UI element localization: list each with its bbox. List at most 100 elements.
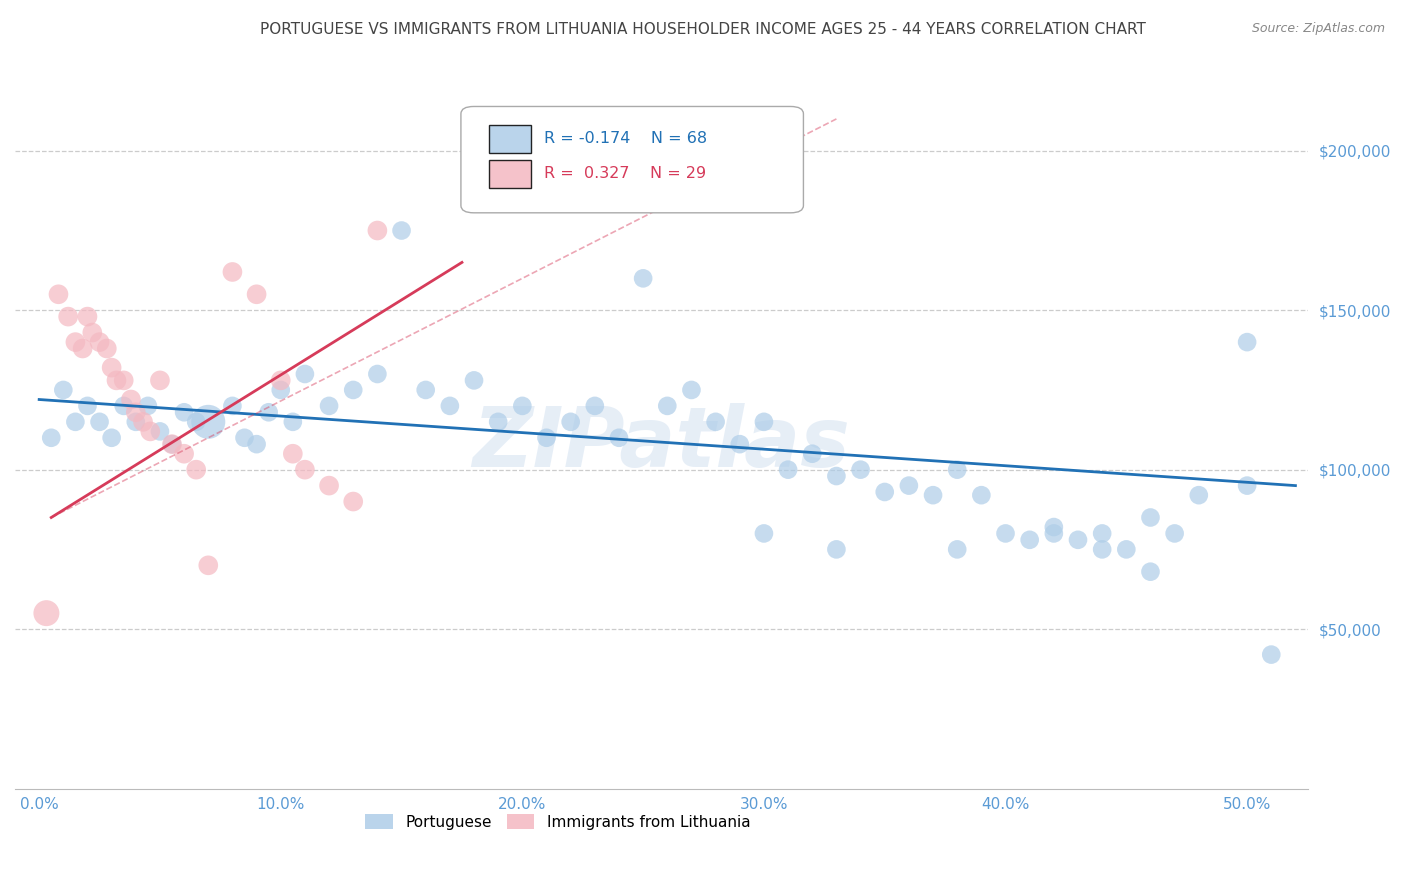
Point (825, 542, 848, 557)
Point (1115, 542, 1137, 557)
Legend: Portuguese, Immigrants from Lithuania: Portuguese, Immigrants from Lithuania (360, 808, 756, 836)
Point (657, 399, 679, 413)
Point (257, 405, 280, 419)
Point (607, 431, 630, 445)
Point (245, 287, 267, 301)
Point (233, 431, 256, 445)
Point (281, 415, 304, 429)
Point (160, 437, 183, 451)
Point (681, 383, 703, 397)
Point (245, 437, 267, 451)
Point (132, 415, 155, 429)
Point (897, 478, 920, 492)
Point (366, 367, 388, 381)
Point (946, 542, 969, 557)
Point (342, 494, 364, 508)
Point (136, 399, 159, 413)
Point (96, 342, 118, 356)
Point (486, 415, 509, 429)
Point (366, 223, 388, 237)
Point (65, 335, 87, 350)
Point (294, 367, 316, 381)
Point (318, 399, 340, 413)
Point (186, 415, 208, 429)
Point (415, 383, 437, 397)
Point (173, 405, 195, 419)
Text: R = -0.174    N = 68: R = -0.174 N = 68 (544, 131, 707, 146)
Point (439, 399, 461, 413)
Point (1236, 478, 1258, 492)
Point (463, 373, 485, 387)
Point (922, 488, 945, 502)
Point (801, 447, 824, 461)
Point (52, 383, 75, 397)
Point (1043, 526, 1066, 541)
Point (1091, 526, 1114, 541)
Point (778, 463, 800, 477)
Point (65, 415, 87, 429)
Point (1260, 648, 1282, 662)
Point (849, 463, 872, 477)
Point (139, 425, 162, 439)
FancyBboxPatch shape (489, 125, 530, 153)
Point (160, 437, 183, 451)
Point (342, 383, 364, 397)
Point (970, 488, 993, 502)
Point (536, 431, 558, 445)
Point (89, 335, 111, 350)
Point (197, 558, 219, 573)
Point (120, 392, 142, 407)
Text: Source: ZipAtlas.com: Source: ZipAtlas.com (1251, 22, 1385, 36)
Point (873, 485, 896, 500)
Point (35, 606, 58, 620)
Point (752, 526, 775, 541)
FancyBboxPatch shape (489, 160, 530, 188)
Point (56, 310, 79, 324)
Text: R =  0.327    N = 29: R = 0.327 N = 29 (544, 167, 706, 181)
Point (76, 310, 98, 324)
Point (391, 223, 413, 237)
Point (994, 526, 1017, 541)
Point (1067, 533, 1090, 547)
Point (76, 399, 98, 413)
Point (149, 373, 172, 387)
Point (89, 415, 111, 429)
Point (512, 399, 534, 413)
Point (112, 373, 135, 387)
Point (1091, 542, 1114, 557)
Point (752, 415, 775, 429)
Point (48, 287, 70, 301)
Point (294, 463, 316, 477)
Point (125, 415, 148, 429)
Point (1163, 526, 1185, 541)
Point (1188, 488, 1211, 502)
Point (173, 447, 195, 461)
Point (112, 399, 135, 413)
Point (560, 415, 582, 429)
Point (221, 399, 243, 413)
Point (221, 265, 243, 279)
Point (631, 271, 654, 285)
Text: PORTUGUESE VS IMMIGRANTS FROM LITHUANIA HOUSEHOLDER INCOME AGES 25 - 44 YEARS CO: PORTUGUESE VS IMMIGRANTS FROM LITHUANIA … (260, 22, 1146, 37)
Point (1018, 533, 1040, 547)
Point (270, 383, 292, 397)
Point (186, 463, 208, 477)
Point (100, 431, 122, 445)
Point (270, 373, 292, 387)
Point (704, 415, 727, 429)
Point (1043, 520, 1066, 534)
Point (197, 415, 219, 429)
Point (1139, 510, 1161, 524)
Point (318, 478, 340, 492)
Point (728, 437, 751, 451)
Point (105, 373, 128, 387)
Point (39, 431, 62, 445)
Point (281, 447, 304, 461)
Point (825, 469, 848, 483)
FancyBboxPatch shape (461, 106, 803, 213)
Point (583, 399, 606, 413)
Point (72, 342, 94, 356)
Text: ZIPatlas: ZIPatlas (472, 403, 851, 484)
Point (100, 360, 122, 375)
Point (82, 326, 104, 340)
